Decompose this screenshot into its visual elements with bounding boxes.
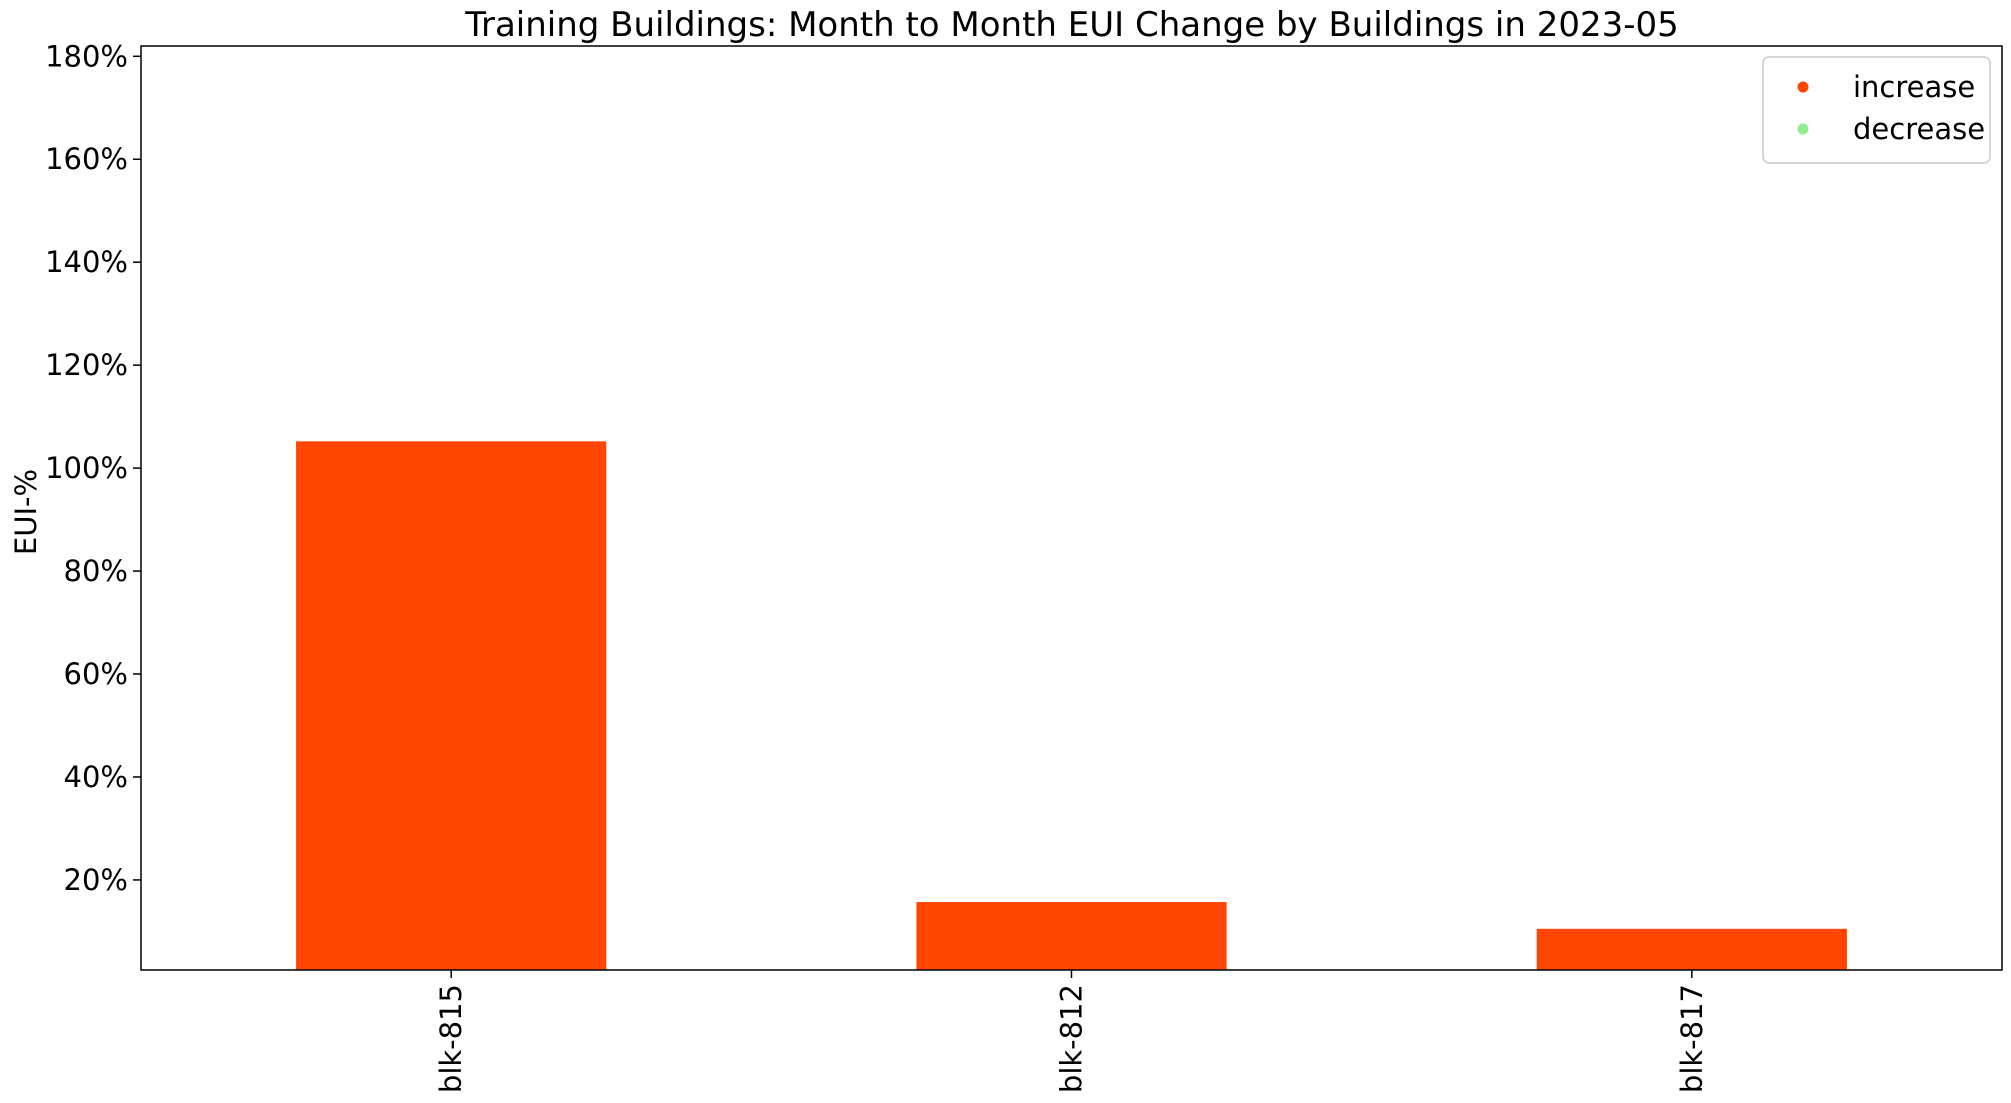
y-tick-label: 160% (45, 142, 128, 176)
legend-label-decrease: decrease (1853, 112, 1985, 146)
y-axis-label: EUI-% (9, 469, 43, 555)
bar-blk-815 (296, 441, 607, 971)
y-tick-label: 100% (45, 451, 128, 485)
x-tick-label: blk-812 (1055, 984, 1089, 1093)
chart-title: Training Buildings: Month to Month EUI C… (464, 5, 1679, 45)
y-tick-label: 20% (64, 863, 128, 897)
y-tick-label: 140% (45, 245, 128, 279)
legend-marker-decrease (1797, 123, 1809, 135)
plot-area-frame (140, 45, 2003, 971)
legend-marker-increase (1797, 81, 1809, 93)
y-tick-label: 60% (64, 657, 128, 691)
y-tick-label: 120% (45, 348, 128, 382)
legend-box (1762, 56, 1991, 164)
x-tick-label: blk-815 (434, 984, 468, 1093)
x-tick-label: blk-817 (1675, 984, 1709, 1093)
y-tick-label: 180% (45, 39, 128, 73)
y-tick-label: 80% (64, 554, 128, 588)
y-tick-label: 40% (64, 760, 128, 794)
legend: increase decrease (1762, 56, 1991, 164)
legend-label-increase: increase (1853, 70, 1975, 104)
x-axis-ticks: blk-815 blk-812 blk-817 (434, 970, 1709, 1093)
bar-blk-817 (1536, 928, 1847, 970)
bar-group (296, 441, 1847, 971)
bar-blk-812 (916, 902, 1227, 970)
y-axis-ticks: 20% 40% 60% 80% 100% 120% 140% 160% 180% (45, 39, 141, 897)
